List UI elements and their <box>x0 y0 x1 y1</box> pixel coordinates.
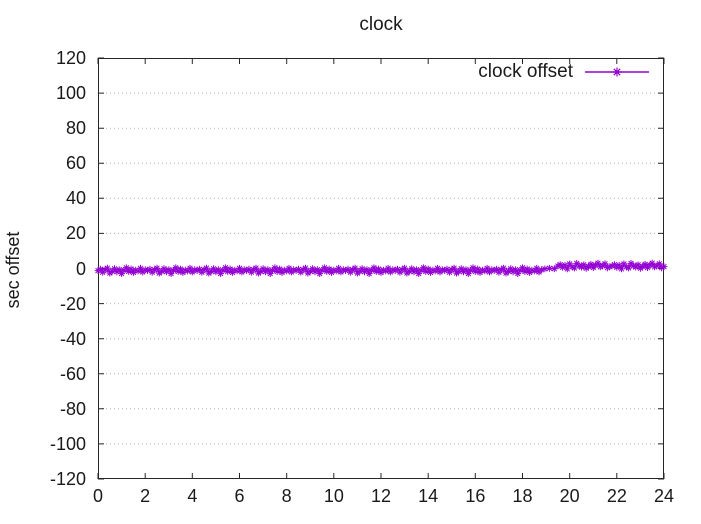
x-tick-label: 0 <box>92 486 103 506</box>
x-tick-label: 16 <box>465 486 486 506</box>
x-tick-label: 2 <box>140 486 151 506</box>
y-tick-label: -120 <box>49 469 86 489</box>
y-tick-label: 100 <box>55 83 86 104</box>
y-tick-label: -40 <box>59 328 86 349</box>
x-tick-label: 20 <box>559 486 580 506</box>
x-tick-label: 6 <box>234 486 245 506</box>
y-tick-label: 0 <box>75 258 86 279</box>
y-tick-label: 120 <box>55 48 86 68</box>
x-tick-label: 8 <box>281 486 292 506</box>
y-tick-label: -80 <box>59 398 86 419</box>
x-tick-label: 24 <box>653 486 675 506</box>
chart-title: clock <box>359 14 403 35</box>
y-tick-label: 80 <box>65 118 86 139</box>
y-tick-label: -100 <box>49 433 86 454</box>
x-tick-label: 18 <box>512 486 533 506</box>
y-tick-label: 20 <box>65 223 86 244</box>
x-tick-label: 14 <box>418 486 439 506</box>
legend-line-asterisk-icon <box>585 67 649 77</box>
plot-area <box>94 57 668 480</box>
x-tick-label: 12 <box>370 486 392 506</box>
y-tick-label: 60 <box>65 153 86 174</box>
x-tick-label: 4 <box>187 486 198 506</box>
y-tick-label: 40 <box>65 188 86 209</box>
x-tick-label: 10 <box>323 486 344 506</box>
x-tick-label: 22 <box>606 486 627 506</box>
y-tick-label: -20 <box>59 293 86 314</box>
y-tick-label: -60 <box>59 363 86 384</box>
legend-label: clock offset <box>478 61 573 82</box>
